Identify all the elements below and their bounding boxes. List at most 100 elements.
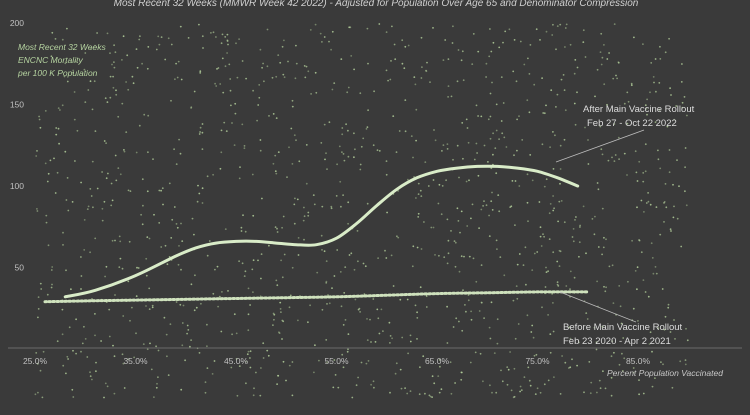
scatter-point [240,230,243,232]
scatter-point [257,259,259,262]
scatter-point [89,375,92,378]
scatter-point [526,201,529,204]
scatter-point [76,129,79,132]
scatter-point [388,321,391,324]
scatter-point [623,102,626,105]
scatter-point [360,145,363,148]
scatter-point [597,246,600,248]
scatter-point [658,108,661,111]
scatter-point [96,32,98,34]
scatter-point [47,244,50,247]
scatter-point [485,76,487,78]
scatter-point [559,23,562,26]
scatter-point [366,339,369,341]
scatter-point [513,39,516,41]
scatter-point [528,111,531,114]
scatter-point [536,387,539,390]
scatter-point [571,358,573,361]
scatter-point [498,46,501,49]
scatter-point [659,58,662,60]
scatter-point [667,303,670,306]
scatter-point [447,58,450,60]
scatter-point [412,156,414,159]
scatter-point [429,395,432,398]
x-tick-label: 55.0% [324,356,349,366]
scatter-point [517,323,520,325]
scatter-point [552,302,554,304]
scatter-point [221,291,223,293]
scatter-point [626,122,629,125]
scatter-point [573,102,576,105]
scatter-point [606,58,609,60]
scatter-point [429,81,431,83]
scatter-point [572,228,575,230]
scatter-point [252,394,255,397]
scatter-point [180,222,182,225]
scatter-point [83,219,86,221]
scatter-point [119,257,122,260]
scatter-point [175,301,178,303]
scatter-point [282,215,285,218]
scatter-point [364,265,367,268]
scatter-point [527,57,529,60]
scatter-point [113,61,115,63]
scatter-point [664,51,667,54]
scatter-point [94,334,96,337]
scatter-point [373,90,375,93]
scatter-point [642,392,645,395]
scatter-point [523,376,526,378]
scatter-point [462,157,464,160]
scatter-point [115,179,118,182]
scatter-point [415,197,417,199]
scatter-point [198,192,201,195]
scatter-point [67,209,70,212]
scatter-point [162,203,164,206]
scatter-point [384,249,386,252]
scatter-point [190,339,193,341]
scatter-point [611,264,614,267]
scatter-point [61,104,64,107]
scatter-point [223,121,226,124]
scatter-point [104,97,107,100]
scatter-point [231,333,234,336]
scatter-point [115,89,117,92]
scatter-point [216,265,219,268]
scatter-point [347,86,350,89]
scatter-point [111,63,113,66]
scatter-point [539,226,542,229]
scatter-point [276,383,278,385]
scatter-point [206,367,209,369]
scatter-point [295,44,297,47]
scatter-point [574,59,577,61]
scatter-point [219,83,222,85]
scatter-point [278,331,280,334]
scatter-point [277,151,280,154]
scatter-point [401,62,404,65]
scatter-point [217,67,220,69]
scatter-point [491,191,493,194]
scatter-point [636,266,639,269]
scatter-point [518,253,521,255]
scatter-point [499,256,502,258]
scatter-point [281,45,284,48]
scatter-point [370,341,372,343]
scatter-point [347,222,349,225]
scatter-point [395,362,398,365]
scatter-point [672,216,675,219]
scatter-point [596,182,599,184]
scatter-point [128,240,131,243]
scatter-point [623,152,626,155]
scatter-point [552,23,554,26]
scatter-point [490,301,493,304]
scatter-point [667,306,670,309]
scatter-point [466,225,469,227]
scatter-point [160,246,163,248]
y-tick-label: 100 [10,181,24,191]
scatter-point [461,371,463,374]
scatter-point [353,156,355,159]
scatter-point [146,236,149,239]
scatter-point [193,233,195,236]
scatter-point [657,327,660,330]
scatter-point [543,383,546,386]
scatter-point [520,389,523,391]
